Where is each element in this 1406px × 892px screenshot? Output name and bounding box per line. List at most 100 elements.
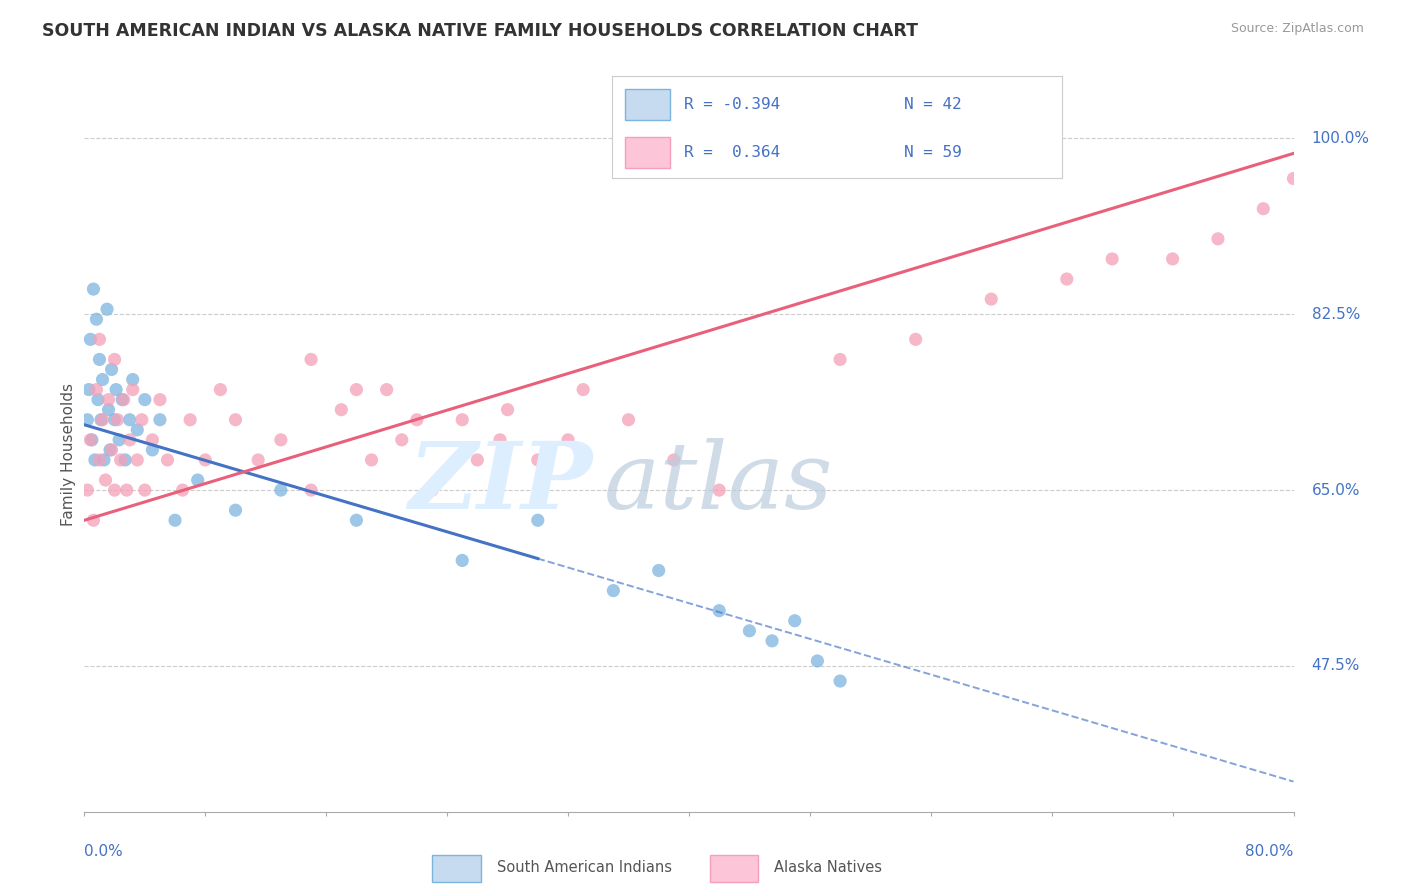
Point	[572, 383, 595, 397]
Point	[127, 453, 149, 467]
Point	[114, 453, 136, 467]
Point	[420, 483, 443, 497]
Point	[89, 453, 111, 467]
Point	[98, 442, 121, 457]
Text: 65.0%: 65.0%	[1312, 483, 1360, 498]
Point	[79, 433, 101, 447]
Point	[830, 352, 852, 367]
Point	[82, 513, 104, 527]
Bar	[433, 855, 481, 881]
Point	[346, 513, 368, 527]
Point	[149, 392, 172, 407]
Point	[134, 483, 156, 497]
Point	[94, 473, 117, 487]
Point	[1251, 202, 1274, 216]
Bar	[626, 89, 671, 120]
Point	[77, 383, 100, 397]
Text: ZIP: ZIP	[408, 439, 592, 528]
Point	[451, 413, 474, 427]
Point	[105, 383, 128, 397]
Point	[406, 413, 429, 427]
Point	[330, 402, 353, 417]
Text: 82.5%: 82.5%	[1312, 307, 1360, 322]
Point	[489, 433, 512, 447]
Text: atlas: atlas	[605, 439, 834, 528]
Point	[121, 383, 143, 397]
Point	[111, 392, 134, 407]
Point	[76, 483, 98, 497]
Point	[141, 433, 163, 447]
Point	[527, 453, 550, 467]
Point	[662, 453, 685, 467]
Point	[97, 392, 120, 407]
Point	[76, 413, 98, 427]
Point	[360, 453, 382, 467]
Point	[806, 654, 828, 668]
Point	[346, 383, 368, 397]
Y-axis label: Family Households: Family Households	[60, 384, 76, 526]
Point	[127, 423, 149, 437]
Text: South American Indians: South American Indians	[496, 860, 672, 875]
Point	[87, 392, 110, 407]
Point	[115, 483, 138, 497]
Point	[104, 352, 127, 367]
Point	[89, 352, 111, 367]
Point	[112, 392, 135, 407]
Point	[84, 453, 107, 467]
Point	[79, 332, 101, 346]
Point	[496, 402, 519, 417]
Point	[100, 362, 122, 376]
Text: R = -0.394: R = -0.394	[683, 97, 780, 112]
Point	[121, 372, 143, 386]
Point	[270, 433, 292, 447]
Point	[980, 292, 1002, 306]
Text: 47.5%: 47.5%	[1312, 658, 1360, 673]
Point	[97, 402, 120, 417]
Text: 80.0%: 80.0%	[1246, 844, 1294, 859]
Point	[225, 413, 247, 427]
Point	[557, 433, 579, 447]
Point	[172, 483, 194, 497]
Text: Alaska Natives: Alaska Natives	[775, 860, 883, 875]
Text: N = 59: N = 59	[904, 145, 962, 161]
Point	[156, 453, 179, 467]
Point	[104, 483, 127, 497]
Point	[761, 633, 783, 648]
Bar	[626, 137, 671, 168]
Point	[647, 564, 671, 578]
Point	[904, 332, 927, 346]
Point	[96, 302, 118, 317]
Point	[709, 483, 731, 497]
Point	[93, 453, 115, 467]
Point	[141, 442, 163, 457]
Point	[89, 332, 111, 346]
Point	[90, 413, 112, 427]
Point	[467, 453, 489, 467]
Point	[270, 483, 292, 497]
Text: Source: ZipAtlas.com: Source: ZipAtlas.com	[1230, 22, 1364, 36]
Point	[100, 442, 122, 457]
Point	[299, 483, 322, 497]
Point	[108, 433, 131, 447]
Point	[1206, 232, 1229, 246]
Point	[1101, 252, 1123, 266]
Point	[1056, 272, 1078, 286]
Point	[375, 383, 398, 397]
Point	[131, 413, 153, 427]
Point	[194, 453, 217, 467]
Point	[1161, 252, 1184, 266]
Point	[187, 473, 209, 487]
Bar	[710, 855, 758, 881]
Point	[209, 383, 232, 397]
Text: 100.0%: 100.0%	[1312, 131, 1369, 145]
Point	[80, 433, 103, 447]
Point	[118, 433, 141, 447]
Point	[165, 513, 187, 527]
Point	[391, 433, 413, 447]
Point	[82, 282, 104, 296]
Text: N = 42: N = 42	[904, 97, 962, 112]
Point	[110, 453, 132, 467]
Point	[225, 503, 247, 517]
Point	[830, 674, 852, 689]
Point	[104, 413, 127, 427]
